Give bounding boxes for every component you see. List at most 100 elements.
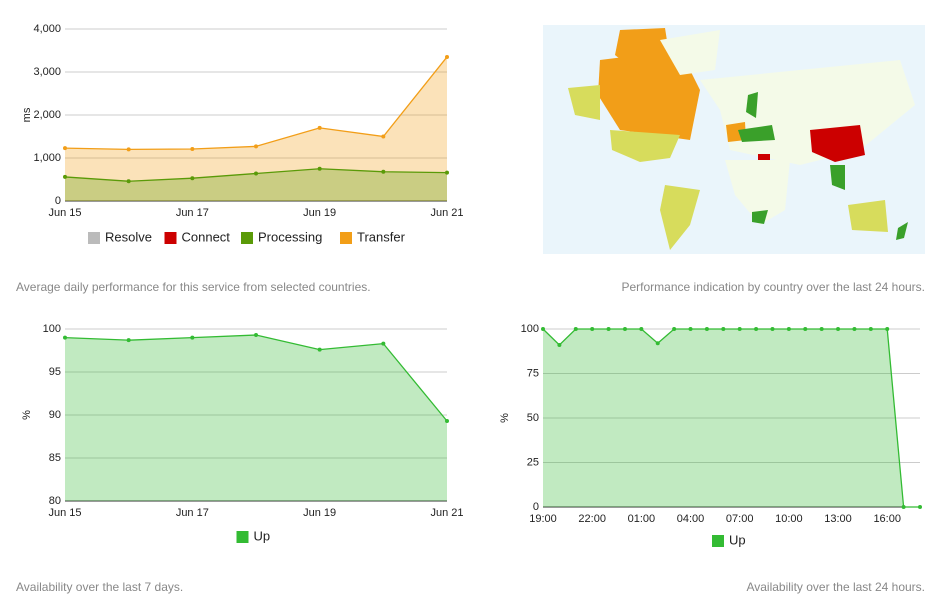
legend-swatch	[236, 531, 249, 543]
area-fill	[65, 335, 447, 501]
legend-label: Connect	[182, 229, 231, 244]
data-point	[126, 338, 131, 343]
data-point	[126, 147, 131, 152]
data-point	[126, 179, 131, 184]
caption: Availability over the last 24 hours.	[746, 580, 925, 594]
legend-label: Transfer	[357, 229, 406, 244]
data-point	[254, 171, 258, 176]
y-tick-label: 100	[521, 323, 539, 335]
legend-label: Up	[729, 532, 746, 547]
area-fill	[65, 56, 447, 202]
area-fill	[65, 168, 447, 201]
y-tick-label: 90	[49, 409, 61, 421]
legend-swatch	[340, 232, 352, 244]
legend-swatch	[88, 232, 100, 244]
data-point	[852, 327, 857, 331]
x-tick-label: Jun 19	[303, 207, 336, 219]
data-point	[901, 505, 906, 509]
data-point	[63, 335, 67, 340]
x-tick-label: 16:00	[873, 513, 901, 525]
y-tick-label: 95	[49, 366, 61, 378]
data-point	[381, 169, 386, 174]
data-point	[754, 327, 759, 331]
data-point	[317, 125, 322, 130]
x-tick-label: 22:00	[578, 513, 606, 525]
legend-swatch	[164, 232, 177, 244]
series-line	[542, 328, 920, 508]
y-axis-label: %	[499, 413, 511, 423]
data-point	[445, 170, 449, 175]
y-axis-label: ms	[21, 107, 33, 122]
data-point	[868, 327, 873, 331]
data-point	[672, 327, 677, 331]
data-point	[573, 327, 578, 331]
x-tick-label: Jun 21	[430, 507, 463, 519]
y-tick-label: 0	[55, 195, 61, 207]
data-point	[786, 327, 791, 331]
data-point	[445, 419, 449, 424]
data-point	[445, 54, 449, 59]
y-axis-label: %	[21, 410, 33, 420]
data-point	[557, 343, 562, 348]
legend-label: Resolve	[105, 229, 152, 244]
y-tick-label: 75	[527, 367, 539, 379]
caption: Availability over the last 7 days.	[16, 580, 183, 594]
y-tick-label: 0	[533, 501, 539, 513]
data-point	[190, 335, 195, 340]
data-point	[918, 505, 922, 509]
x-tick-label: 04:00	[677, 513, 705, 525]
legend-label: Up	[254, 528, 271, 543]
y-tick-label: 85	[49, 452, 61, 464]
caption: Performance indication by country over t…	[622, 280, 926, 294]
x-tick-label: Jun 17	[176, 507, 209, 519]
x-tick-label: Jun 17	[176, 207, 209, 219]
x-tick-label: 07:00	[726, 513, 754, 525]
legend-swatch	[241, 232, 253, 244]
x-tick-label: Jun 15	[48, 207, 81, 219]
y-tick-label: 2,000	[33, 109, 61, 121]
x-tick-label: 01:00	[628, 513, 656, 525]
data-point	[190, 176, 195, 181]
data-point	[63, 174, 67, 179]
data-point	[688, 327, 693, 331]
data-point	[622, 327, 627, 331]
data-point	[639, 327, 644, 331]
data-point	[317, 166, 322, 171]
legend-swatch	[712, 535, 724, 547]
y-tick-label: 1,000	[33, 152, 61, 164]
area-fill	[543, 329, 920, 507]
data-point	[770, 327, 775, 331]
world-map	[543, 25, 925, 254]
data-point	[803, 327, 808, 331]
data-point	[721, 327, 726, 331]
data-point	[885, 327, 890, 331]
data-point	[541, 327, 545, 331]
data-point	[836, 327, 841, 331]
y-tick-label: 4,000	[33, 23, 61, 35]
legend-label: Processing	[258, 229, 322, 244]
data-point	[190, 146, 195, 151]
y-tick-label: 3,000	[33, 66, 61, 78]
x-tick-label: 19:00	[529, 513, 557, 525]
x-tick-label: 13:00	[824, 513, 852, 525]
y-tick-label: 100	[43, 323, 61, 335]
data-point	[254, 333, 258, 338]
data-point	[737, 327, 742, 331]
caption: Average daily performance for this servi…	[16, 280, 371, 294]
x-tick-label: 10:00	[775, 513, 803, 525]
x-tick-label: Jun 15	[48, 507, 81, 519]
y-tick-label: 80	[49, 495, 61, 507]
y-tick-label: 25	[527, 456, 539, 468]
data-point	[381, 341, 386, 346]
data-point	[655, 341, 660, 346]
data-point	[704, 327, 709, 331]
x-tick-label: Jun 21	[430, 207, 463, 219]
data-point	[381, 134, 386, 139]
data-point	[63, 146, 67, 151]
data-point	[819, 327, 824, 331]
data-point	[590, 327, 595, 331]
data-point	[317, 347, 322, 352]
data-point	[606, 327, 611, 331]
x-tick-label: Jun 19	[303, 507, 336, 519]
